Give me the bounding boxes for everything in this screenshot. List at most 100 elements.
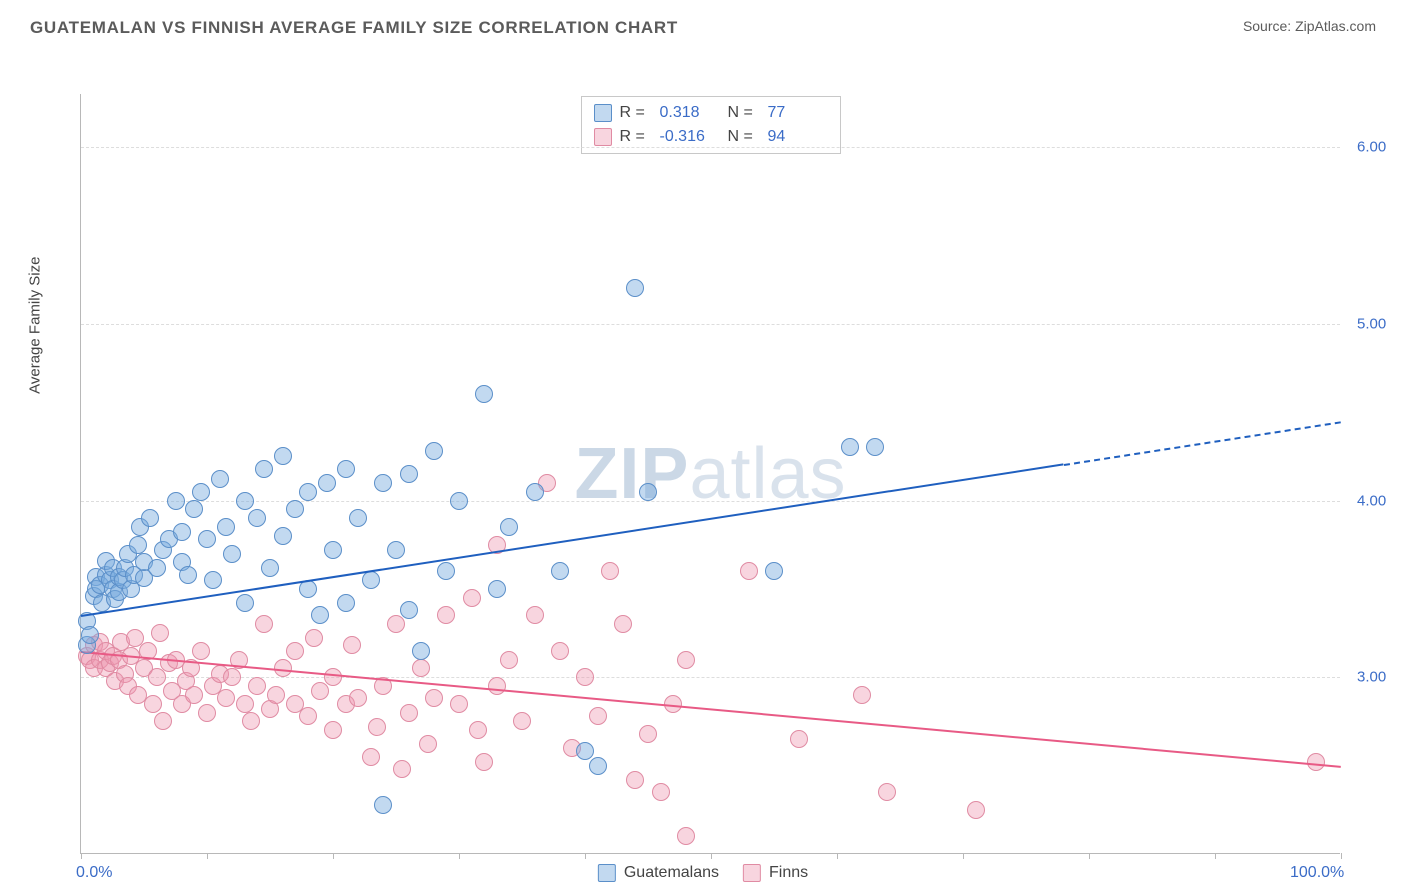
header: GUATEMALAN VS FINNISH AVERAGE FAMILY SIZ… (0, 0, 1406, 44)
x-tick (1215, 853, 1216, 859)
data-point-guatemalans (236, 594, 254, 612)
data-point-finns (324, 721, 342, 739)
r-label: R = (620, 125, 652, 149)
data-point-finns (368, 718, 386, 736)
x-tick (1341, 853, 1342, 859)
x-tick (81, 853, 82, 859)
legend-label: Guatemalans (624, 864, 719, 882)
data-point-guatemalans (412, 642, 430, 660)
x-tick (963, 853, 964, 859)
data-point-finns (223, 668, 241, 686)
data-point-finns (488, 677, 506, 695)
y-axis-label: Average Family Size (27, 257, 44, 394)
data-point-finns (740, 562, 758, 580)
data-point-guatemalans (192, 483, 210, 501)
n-label: N = (728, 125, 760, 149)
x-axis-min-label: 0.0% (76, 864, 112, 882)
data-point-guatemalans (337, 594, 355, 612)
data-point-guatemalans (148, 559, 166, 577)
data-point-guatemalans (274, 527, 292, 545)
data-point-guatemalans (639, 483, 657, 501)
legend-item: Finns (743, 864, 808, 882)
data-point-finns (639, 725, 657, 743)
data-point-guatemalans (204, 571, 222, 589)
data-point-finns (614, 615, 632, 633)
x-tick (1089, 853, 1090, 859)
data-point-finns (311, 682, 329, 700)
data-point-guatemalans (475, 385, 493, 403)
y-tick-label: 3.00 (1357, 669, 1386, 686)
data-point-finns (267, 686, 285, 704)
series-legend: Guatemalans Finns (598, 864, 808, 882)
data-point-finns (343, 636, 361, 654)
data-point-guatemalans (167, 492, 185, 510)
data-point-guatemalans (299, 483, 317, 501)
data-point-guatemalans (261, 559, 279, 577)
data-point-finns (589, 707, 607, 725)
legend-swatch (598, 864, 616, 882)
plot-region: ZIPatlas R = 0.318 N = 77 R = -0.316 N =… (80, 94, 1340, 854)
data-point-guatemalans (450, 492, 468, 510)
x-tick (711, 853, 712, 859)
data-point-guatemalans (173, 523, 191, 541)
data-point-finns (790, 730, 808, 748)
trendline-guatemalans (81, 464, 1064, 618)
data-point-guatemalans (248, 509, 266, 527)
x-axis-max-label: 100.0% (1290, 864, 1344, 882)
data-point-guatemalans (387, 541, 405, 559)
data-point-finns (400, 704, 418, 722)
data-point-finns (185, 686, 203, 704)
data-point-guatemalans (425, 442, 443, 460)
data-point-finns (412, 659, 430, 677)
data-point-finns (305, 629, 323, 647)
data-point-guatemalans (185, 500, 203, 518)
data-point-finns (500, 651, 518, 669)
swatch-finns (594, 128, 612, 146)
legend-item: Guatemalans (598, 864, 719, 882)
data-point-finns (217, 689, 235, 707)
watermark-bold: ZIP (574, 434, 689, 514)
data-point-guatemalans (81, 626, 99, 644)
data-point-finns (551, 642, 569, 660)
data-point-finns (601, 562, 619, 580)
data-point-finns (853, 686, 871, 704)
trendline-guatemalans-dashed (1064, 421, 1341, 466)
chart-area: Average Family Size ZIPatlas R = 0.318 N… (30, 44, 1376, 864)
legend-label: Finns (769, 864, 808, 882)
x-tick (585, 853, 586, 859)
data-point-finns (425, 689, 443, 707)
swatch-guatemalans (594, 104, 612, 122)
data-point-finns (652, 783, 670, 801)
data-point-finns (144, 695, 162, 713)
data-point-finns (286, 642, 304, 660)
data-point-guatemalans (179, 566, 197, 584)
data-point-guatemalans (337, 460, 355, 478)
chart-title: GUATEMALAN VS FINNISH AVERAGE FAMILY SIZ… (30, 18, 678, 38)
r-value-finns: -0.316 (660, 125, 720, 149)
x-tick (459, 853, 460, 859)
x-tick (207, 853, 208, 859)
data-point-finns (192, 642, 210, 660)
data-point-finns (393, 760, 411, 778)
stats-legend: R = 0.318 N = 77 R = -0.316 N = 94 (581, 96, 841, 154)
data-point-guatemalans (311, 606, 329, 624)
data-point-finns (437, 606, 455, 624)
data-point-guatemalans (255, 460, 273, 478)
n-label: N = (728, 101, 760, 125)
stats-row-finns: R = -0.316 N = 94 (594, 125, 828, 149)
data-point-finns (513, 712, 531, 730)
data-point-guatemalans (217, 518, 235, 536)
data-point-guatemalans (866, 438, 884, 456)
data-point-guatemalans (551, 562, 569, 580)
data-point-guatemalans (236, 492, 254, 510)
data-point-guatemalans (374, 474, 392, 492)
data-point-finns (463, 589, 481, 607)
n-value-guatemalans: 77 (768, 101, 828, 125)
data-point-finns (677, 651, 695, 669)
data-point-finns (242, 712, 260, 730)
source-name: ZipAtlas.com (1295, 18, 1376, 34)
data-point-guatemalans (589, 757, 607, 775)
data-point-guatemalans (223, 545, 241, 563)
data-point-guatemalans (141, 509, 159, 527)
source-prefix: Source: (1243, 18, 1295, 34)
